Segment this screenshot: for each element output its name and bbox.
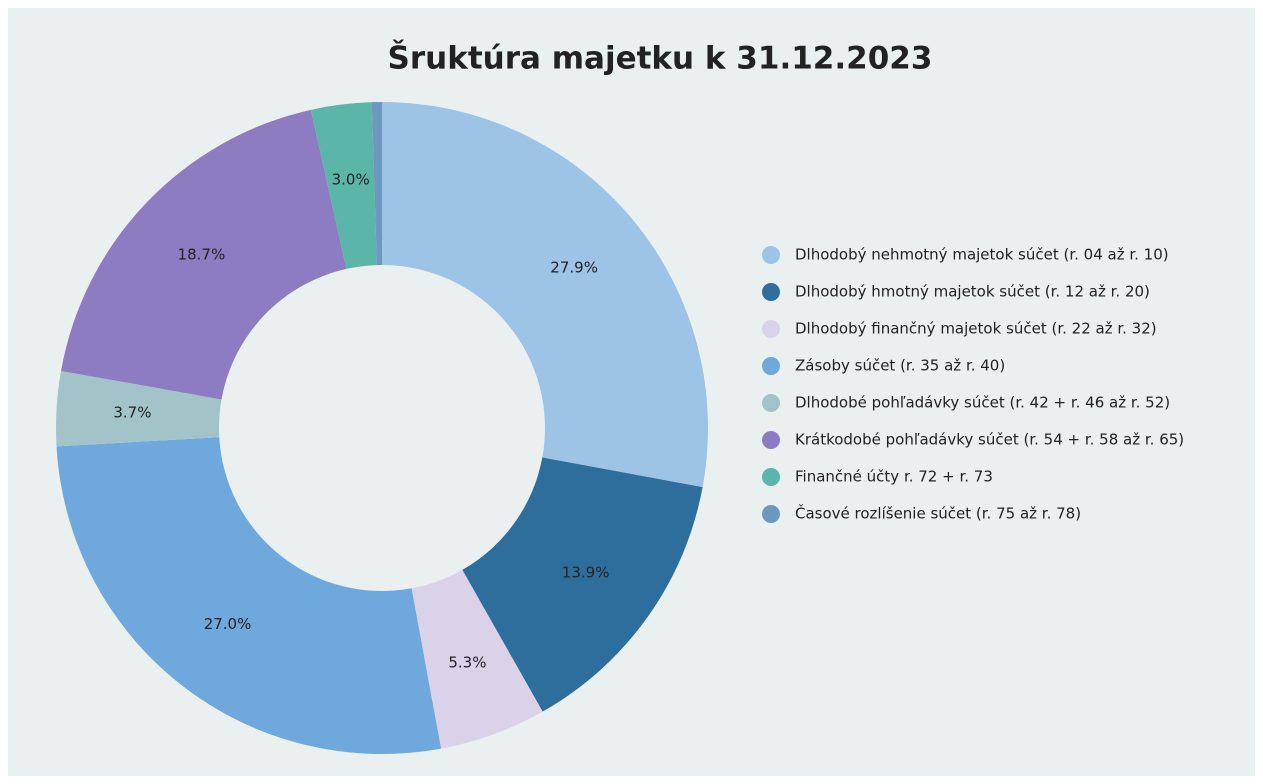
legend-swatch [762, 505, 780, 523]
wedge [382, 102, 709, 488]
legend-label: Dlhodobý hmotný majetok súčet (r. 12 až … [795, 283, 1150, 301]
legend-swatch [762, 468, 780, 486]
legend-label: Dlhodobé pohľadávky súčet (r. 42 + r. 46… [795, 394, 1170, 412]
legend-label: Finančné účty r. 72 + r. 73 [795, 468, 993, 486]
legend-swatch [762, 246, 780, 264]
legend-swatch [762, 394, 780, 412]
chart-title: Šruktúra majetku k 31.12.2023 [388, 40, 933, 77]
legend-swatch [762, 431, 780, 449]
wedge [462, 457, 703, 712]
data-label: 18.7% [178, 246, 226, 264]
wedge [56, 370, 222, 447]
data-label: 13.9% [562, 564, 610, 582]
wedge [56, 437, 442, 754]
data-label: 5.3% [448, 653, 486, 671]
wedge [310, 102, 377, 269]
wedge [61, 109, 347, 400]
wedge [371, 102, 382, 266]
legend-label: Časové rozlíšenie súčet (r. 75 až r. 78) [795, 504, 1081, 523]
legend-label: Zásoby súčet (r. 35 až r. 40) [795, 357, 1005, 375]
data-label: 3.0% [332, 170, 370, 188]
legend-swatch [762, 357, 780, 375]
legend-label: Dlhodobý nehmotný majetok súčet (r. 04 a… [795, 246, 1169, 264]
legend-label: Krátkodobé pohľadávky súčet (r. 54 + r. … [795, 431, 1184, 449]
data-label: 27.9% [550, 259, 598, 277]
data-label: 27.0% [204, 615, 252, 633]
data-label: 3.7% [113, 404, 151, 422]
legend-swatch [762, 320, 780, 338]
wedge [411, 569, 543, 749]
legend-swatch [762, 283, 780, 301]
legend-label: Dlhodobý finančný majetok súčet (r. 22 a… [795, 320, 1157, 338]
